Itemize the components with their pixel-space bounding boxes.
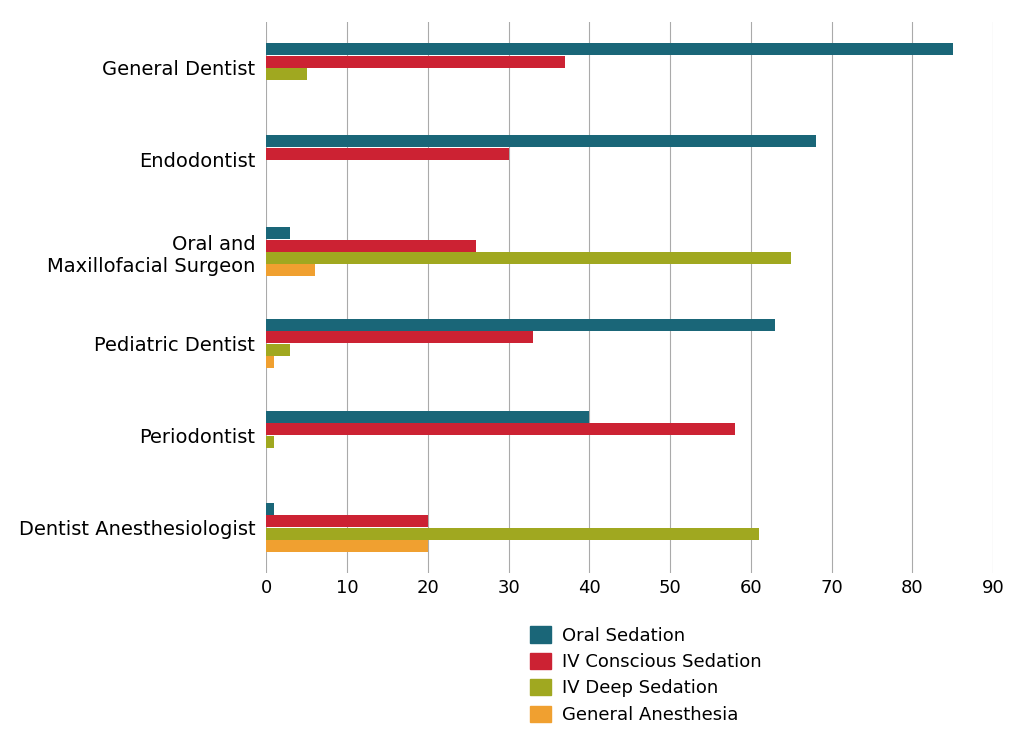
Bar [266, 436, 274, 448]
Bar [266, 356, 274, 368]
Bar [266, 503, 274, 514]
Bar [266, 227, 291, 239]
Bar [266, 515, 428, 527]
Bar [266, 540, 428, 552]
Bar [266, 528, 759, 539]
Bar [266, 423, 735, 435]
Bar [266, 135, 815, 147]
Bar [266, 56, 565, 68]
Bar [266, 240, 476, 251]
Bar [266, 252, 792, 264]
Bar [266, 319, 775, 331]
Bar [266, 411, 590, 423]
Bar [266, 68, 306, 80]
Bar [266, 43, 953, 55]
Bar [266, 148, 509, 159]
Bar [266, 331, 532, 343]
Legend: Oral Sedation, IV Conscious Sedation, IV Deep Sedation, General Anesthesia: Oral Sedation, IV Conscious Sedation, IV… [529, 626, 762, 724]
Bar [266, 344, 291, 356]
Bar [266, 265, 314, 276]
